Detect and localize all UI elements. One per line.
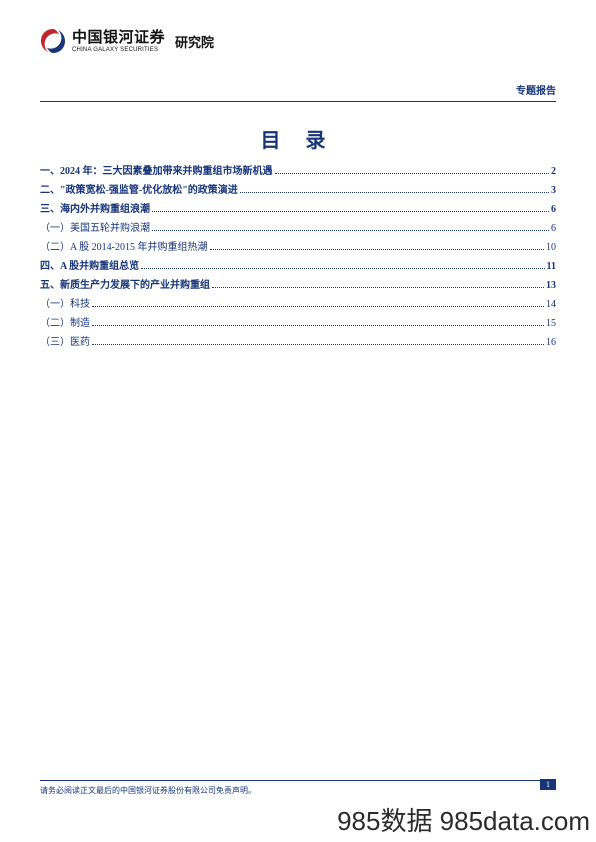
- toc-entry-page: 6: [551, 205, 556, 215]
- toc-entry: （一）美国五轮并购浪潮 6: [40, 224, 556, 234]
- toc-title: 目 录: [40, 124, 556, 153]
- toc-leader-dots: [92, 325, 544, 326]
- toc-leader-dots: [240, 192, 549, 193]
- header: 中国银河证券 CHINA GALAXY SECURITIES 研究院: [40, 28, 556, 54]
- logo-block: 中国银河证券 CHINA GALAXY SECURITIES 研究院: [40, 28, 214, 54]
- logo-en-text: CHINA GALAXY SECURITIES: [72, 47, 165, 53]
- toc-entry-page: 3: [551, 186, 556, 196]
- toc-entry-label: 二、"政策宽松-强监管-优化放松"的政策演进: [40, 186, 238, 196]
- toc-entry-label: （三）医药: [40, 338, 90, 348]
- toc-entry-label: 三、海内外并购重组浪潮: [40, 205, 150, 215]
- toc-entry: （二）A 股 2014-2015 年并购重组热潮 10: [40, 243, 556, 253]
- toc-entry-page: 14: [546, 300, 556, 310]
- toc-entry: 五、新质生产力发展下的产业并购重组 13: [40, 281, 556, 291]
- header-divider: [40, 101, 556, 102]
- toc-list: 一、2024 年：三大因素叠加带来并购重组市场新机遇 2 二、"政策宽松-强监管-优…: [40, 167, 556, 348]
- toc-entry: （三）医药 16: [40, 338, 556, 348]
- toc-entry-label: 五、新质生产力发展下的产业并购重组: [40, 281, 210, 291]
- toc-leader-dots: [275, 173, 550, 174]
- logo-text: 中国银河证券 CHINA GALAXY SECURITIES: [72, 30, 165, 53]
- toc-leader-dots: [141, 268, 544, 269]
- toc-leader-dots: [92, 306, 544, 307]
- disclaimer-text: 请务必阅读正文最后的中国银河证券股份有限公司免责声明。: [40, 785, 256, 796]
- footer-divider: [40, 780, 556, 781]
- toc-entry-page: 13: [546, 281, 556, 291]
- toc-entry-label: （一）科技: [40, 300, 90, 310]
- toc-entry: 四、A 股并购重组总览 11: [40, 262, 556, 272]
- toc-leader-dots: [152, 211, 549, 212]
- institute-label: 研究院: [175, 32, 214, 51]
- toc-entry-label: （二）A 股 2014-2015 年并购重组热潮: [40, 243, 208, 253]
- toc-entry: 三、海内外并购重组浪潮 6: [40, 205, 556, 215]
- watermark-text: 985数据 985data.com: [337, 801, 590, 838]
- toc-entry-label: 一、2024 年：三大因素叠加带来并购重组市场新机遇: [40, 167, 273, 177]
- toc-entry-label: 四、A 股并购重组总览: [40, 262, 139, 272]
- page-number-badge: 1: [540, 779, 556, 790]
- toc-entry-label: （一）美国五轮并购浪潮: [40, 224, 150, 234]
- footer: 请务必阅读正文最后的中国银河证券股份有限公司免责声明。 1: [40, 780, 556, 796]
- toc-entry-label: （二）制造: [40, 319, 90, 329]
- toc-entry-page: 11: [547, 262, 556, 272]
- toc-entry-page: 6: [551, 224, 556, 234]
- logo-cn-text: 中国银河证券: [72, 30, 165, 45]
- toc-entry: （一）科技 14: [40, 300, 556, 310]
- toc-leader-dots: [152, 230, 549, 231]
- toc-entry: （二）制造 15: [40, 319, 556, 329]
- toc-entry-page: 15: [546, 319, 556, 329]
- toc-leader-dots: [92, 344, 544, 345]
- toc-entry-page: 2: [551, 167, 556, 177]
- toc-leader-dots: [210, 249, 545, 250]
- toc-leader-dots: [212, 287, 544, 288]
- galaxy-logo-icon: [40, 28, 66, 54]
- toc-entry-page: 10: [546, 243, 556, 253]
- toc-entry-page: 16: [546, 338, 556, 348]
- report-type-label: 专题报告: [40, 82, 556, 97]
- toc-entry: 二、"政策宽松-强监管-优化放松"的政策演进 3: [40, 186, 556, 196]
- toc-entry: 一、2024 年：三大因素叠加带来并购重组市场新机遇 2: [40, 167, 556, 177]
